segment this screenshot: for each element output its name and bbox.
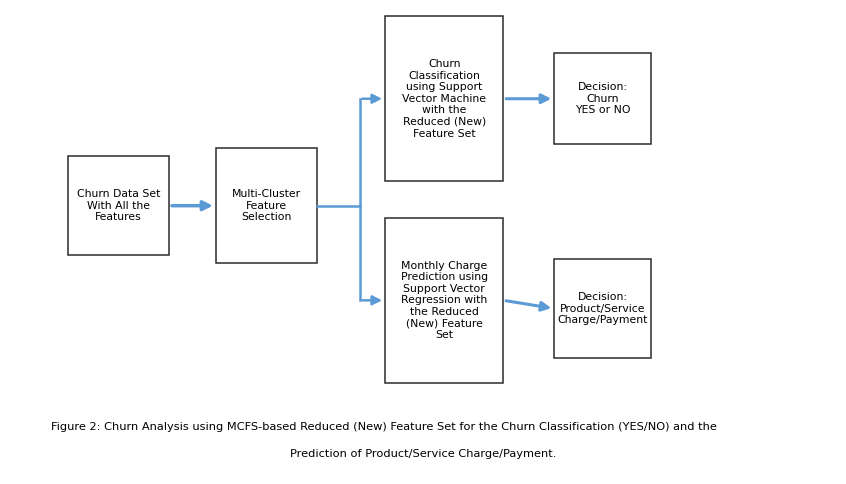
FancyBboxPatch shape <box>385 218 503 382</box>
Text: Prediction of Product/Service Charge/Payment.: Prediction of Product/Service Charge/Pay… <box>290 450 556 459</box>
FancyBboxPatch shape <box>554 259 651 358</box>
FancyBboxPatch shape <box>68 156 169 255</box>
Text: Decision:
Churn
YES or NO: Decision: Churn YES or NO <box>575 82 630 115</box>
Text: Churn Data Set
With All the
Features: Churn Data Set With All the Features <box>77 189 160 222</box>
Text: Figure 2: Churn Analysis using MCFS-based Reduced (New) Feature Set for the Chur: Figure 2: Churn Analysis using MCFS-base… <box>51 422 717 432</box>
Text: Decision:
Product/Service
Charge/Payment: Decision: Product/Service Charge/Payment <box>558 292 648 325</box>
FancyBboxPatch shape <box>554 53 651 144</box>
Text: Churn
Classification
using Support
Vector Machine
with the
Reduced (New)
Feature: Churn Classification using Support Vecto… <box>402 59 486 138</box>
FancyBboxPatch shape <box>216 148 317 263</box>
FancyBboxPatch shape <box>385 16 503 181</box>
Text: Multi-Cluster
Feature
Selection: Multi-Cluster Feature Selection <box>232 189 301 222</box>
Text: Monthly Charge
Prediction using
Support Vector
Regression with
the Reduced
(New): Monthly Charge Prediction using Support … <box>401 260 487 340</box>
